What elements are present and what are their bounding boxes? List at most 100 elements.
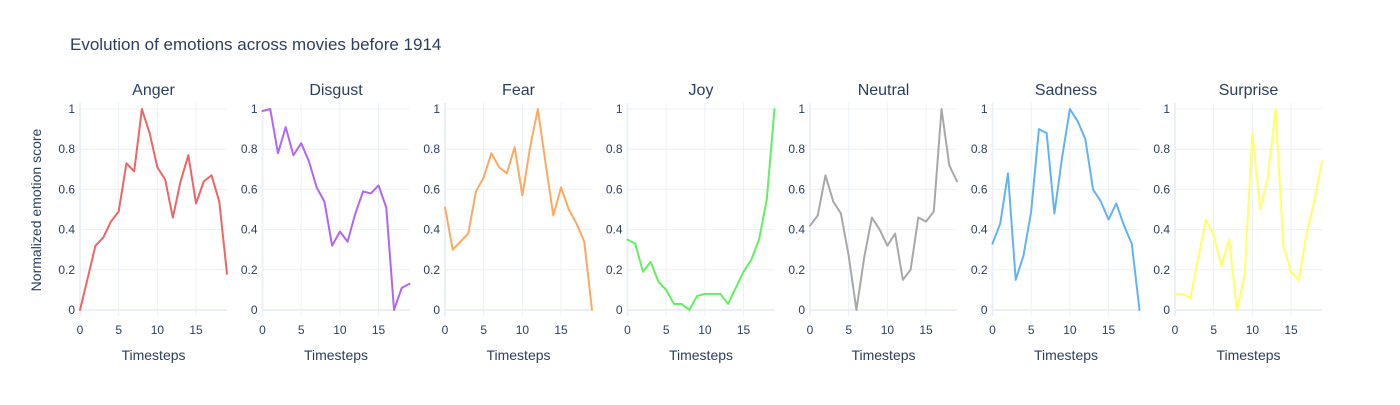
x-tick-label: 5 [663, 323, 670, 337]
y-tick-label: 0 [68, 303, 75, 317]
panel-title: Anger [132, 82, 175, 99]
y-tick-label: 0.8 [241, 142, 258, 156]
x-tick-label: 5 [480, 323, 487, 337]
x-tick-label: 15 [554, 323, 568, 337]
series-line-surprise [1175, 109, 1322, 310]
panel-fear: 0 5 10 15 0 0.2 0.4 0.6 0.8 1 Fear Timesteps [423, 82, 592, 363]
x-tick-label: 15 [1284, 323, 1298, 337]
series-line-fear [445, 109, 592, 310]
x-tick-label: 10 [881, 323, 895, 337]
y-tick-label: 0.8 [1153, 142, 1170, 156]
x-tick-label: 0 [989, 323, 996, 337]
x-axis-title: Timesteps [851, 347, 915, 363]
panel-title: Disgust [309, 82, 363, 99]
y-tick-label: 1 [1163, 102, 1170, 116]
x-tick-label: 15 [737, 323, 751, 337]
y-tick-label: 0.2 [1153, 263, 1170, 277]
y-tick-label: 0.6 [971, 182, 988, 196]
x-tick-label: 0 [807, 323, 814, 337]
x-tick-label: 15 [1102, 323, 1116, 337]
x-tick-label: 10 [1246, 323, 1260, 337]
y-tick-label: 0.4 [423, 223, 440, 237]
y-tick-label: 0.4 [606, 223, 623, 237]
x-tick-label: 10 [516, 323, 530, 337]
y-tick-label: 0.4 [788, 223, 805, 237]
series-line-anger [80, 109, 227, 310]
y-tick-label: 0.4 [58, 223, 75, 237]
y-tick-label: 0 [798, 303, 805, 317]
panel-neutral: 0 5 10 15 0 0.2 0.4 0.6 0.8 1 Neutral Timesteps [788, 82, 957, 363]
x-tick-label: 5 [298, 323, 305, 337]
y-tick-label: 0.4 [1153, 223, 1170, 237]
y-tick-label: 0 [616, 303, 623, 317]
chart-title: Evolution of emotions across movies befo… [70, 35, 441, 54]
y-tick-label: 0.8 [971, 142, 988, 156]
x-axis-title: Timesteps [1216, 347, 1280, 363]
y-tick-label: 0.6 [788, 182, 805, 196]
y-tick-label: 0.2 [606, 263, 623, 277]
y-tick-label: 1 [433, 102, 440, 116]
y-tick-label: 0.6 [1153, 182, 1170, 196]
y-tick-label: 0.2 [58, 263, 75, 277]
x-tick-label: 0 [1172, 323, 1179, 337]
x-axis-title: Timesteps [304, 347, 368, 363]
x-tick-label: 10 [1063, 323, 1077, 337]
series-line-neutral [810, 109, 957, 310]
y-tick-label: 0.2 [423, 263, 440, 277]
x-axis-title: Timesteps [121, 347, 185, 363]
y-tick-label: 0 [1163, 303, 1170, 317]
y-tick-label: 1 [68, 102, 75, 116]
y-tick-label: 0.8 [423, 142, 440, 156]
y-tick-label: 1 [981, 102, 988, 116]
series-line-sadness [993, 109, 1140, 310]
x-axis-title: Timesteps [1034, 347, 1098, 363]
x-tick-label: 0 [442, 323, 449, 337]
y-tick-label: 0.8 [58, 142, 75, 156]
x-tick-label: 5 [1028, 323, 1035, 337]
y-tick-label: 0 [251, 303, 258, 317]
y-tick-label: 0.4 [971, 223, 988, 237]
y-tick-label: 0 [433, 303, 440, 317]
y-tick-label: 0.8 [606, 142, 623, 156]
y-tick-label: 0.6 [58, 182, 75, 196]
y-tick-label: 0.6 [606, 182, 623, 196]
y-tick-label: 0.2 [971, 263, 988, 277]
x-tick-label: 5 [115, 323, 122, 337]
y-tick-label: 0.4 [241, 223, 258, 237]
x-tick-label: 0 [624, 323, 631, 337]
x-tick-label: 0 [259, 323, 266, 337]
y-tick-label: 1 [798, 102, 805, 116]
y-axis-title: Normalized emotion score [28, 128, 44, 291]
y-tick-label: 1 [616, 102, 623, 116]
panel-title: Neutral [858, 82, 910, 99]
x-tick-label: 0 [77, 323, 84, 337]
x-tick-label: 5 [845, 323, 852, 337]
x-tick-label: 5 [1210, 323, 1217, 337]
y-tick-label: 0.8 [788, 142, 805, 156]
panel-surprise: 0 5 10 15 0 0.2 0.4 0.6 0.8 1 Surprise Timesteps [1153, 82, 1322, 363]
y-tick-label: 0.2 [788, 263, 805, 277]
x-tick-label: 15 [189, 323, 203, 337]
x-tick-label: 10 [151, 323, 165, 337]
series-line-joy [628, 109, 775, 310]
panel-title: Fear [502, 82, 536, 99]
x-tick-label: 15 [919, 323, 933, 337]
x-axis-title: Timesteps [486, 347, 550, 363]
y-tick-label: 0.6 [423, 182, 440, 196]
panel-title: Joy [689, 82, 714, 99]
panel-anger: 0 5 10 15 0 0.2 0.4 0.6 0.8 1 Anger Timesteps [58, 82, 227, 363]
y-tick-label: 0.2 [241, 263, 258, 277]
series-line-disgust [263, 109, 410, 310]
panel-title: Sadness [1035, 82, 1097, 99]
x-tick-label: 15 [372, 323, 386, 337]
x-tick-label: 10 [698, 323, 712, 337]
y-tick-label: 0.6 [241, 182, 258, 196]
panel-sadness: 0 5 10 15 0 0.2 0.4 0.6 0.8 1 Sadness Timesteps [971, 82, 1140, 363]
panel-title: Surprise [1219, 82, 1279, 99]
y-tick-label: 0 [981, 303, 988, 317]
